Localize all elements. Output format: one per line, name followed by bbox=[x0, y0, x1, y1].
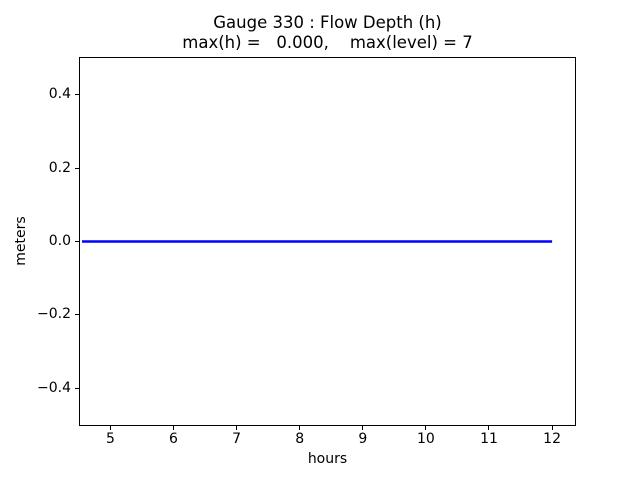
y-tick bbox=[75, 387, 79, 389]
x-tick-label: 11 bbox=[480, 431, 498, 447]
x-tick bbox=[488, 426, 490, 430]
x-tick-label: 6 bbox=[169, 431, 178, 447]
x-tick bbox=[551, 426, 553, 430]
y-tick-label: 0.4 bbox=[48, 86, 71, 103]
x-tick bbox=[299, 426, 301, 430]
y-tick-label: −0.4 bbox=[37, 379, 71, 396]
chart-title-block: Gauge 330 : Flow Depth (h) max(h) = 0.00… bbox=[79, 13, 576, 53]
x-tick bbox=[236, 426, 238, 430]
x-tick bbox=[362, 426, 364, 430]
y-tick bbox=[75, 314, 79, 316]
y-tick-label: 0.0 bbox=[48, 233, 71, 249]
x-tick-label: 12 bbox=[543, 431, 561, 447]
y-tick-label: −0.2 bbox=[37, 306, 71, 323]
y-tick-label: 0.2 bbox=[48, 159, 71, 176]
x-tick bbox=[425, 426, 427, 430]
chart-subtitle: max(h) = 0.000, max(level) = 7 bbox=[182, 33, 473, 52]
x-tick-label: 8 bbox=[295, 431, 305, 447]
x-axis-label: hours bbox=[307, 451, 348, 467]
y-tick bbox=[75, 241, 79, 242]
chart-title: Gauge 330 : Flow Depth (h) bbox=[213, 13, 442, 32]
x-tick-label: 9 bbox=[358, 431, 368, 447]
x-tick-label: 10 bbox=[416, 431, 435, 447]
x-tick bbox=[109, 426, 111, 430]
x-tick bbox=[173, 426, 174, 430]
data-series-layer bbox=[82, 240, 553, 243]
x-tick-label: 5 bbox=[105, 431, 115, 447]
x-tick-label: 7 bbox=[232, 431, 242, 447]
y-tick bbox=[75, 167, 79, 169]
y-tick bbox=[75, 94, 79, 96]
